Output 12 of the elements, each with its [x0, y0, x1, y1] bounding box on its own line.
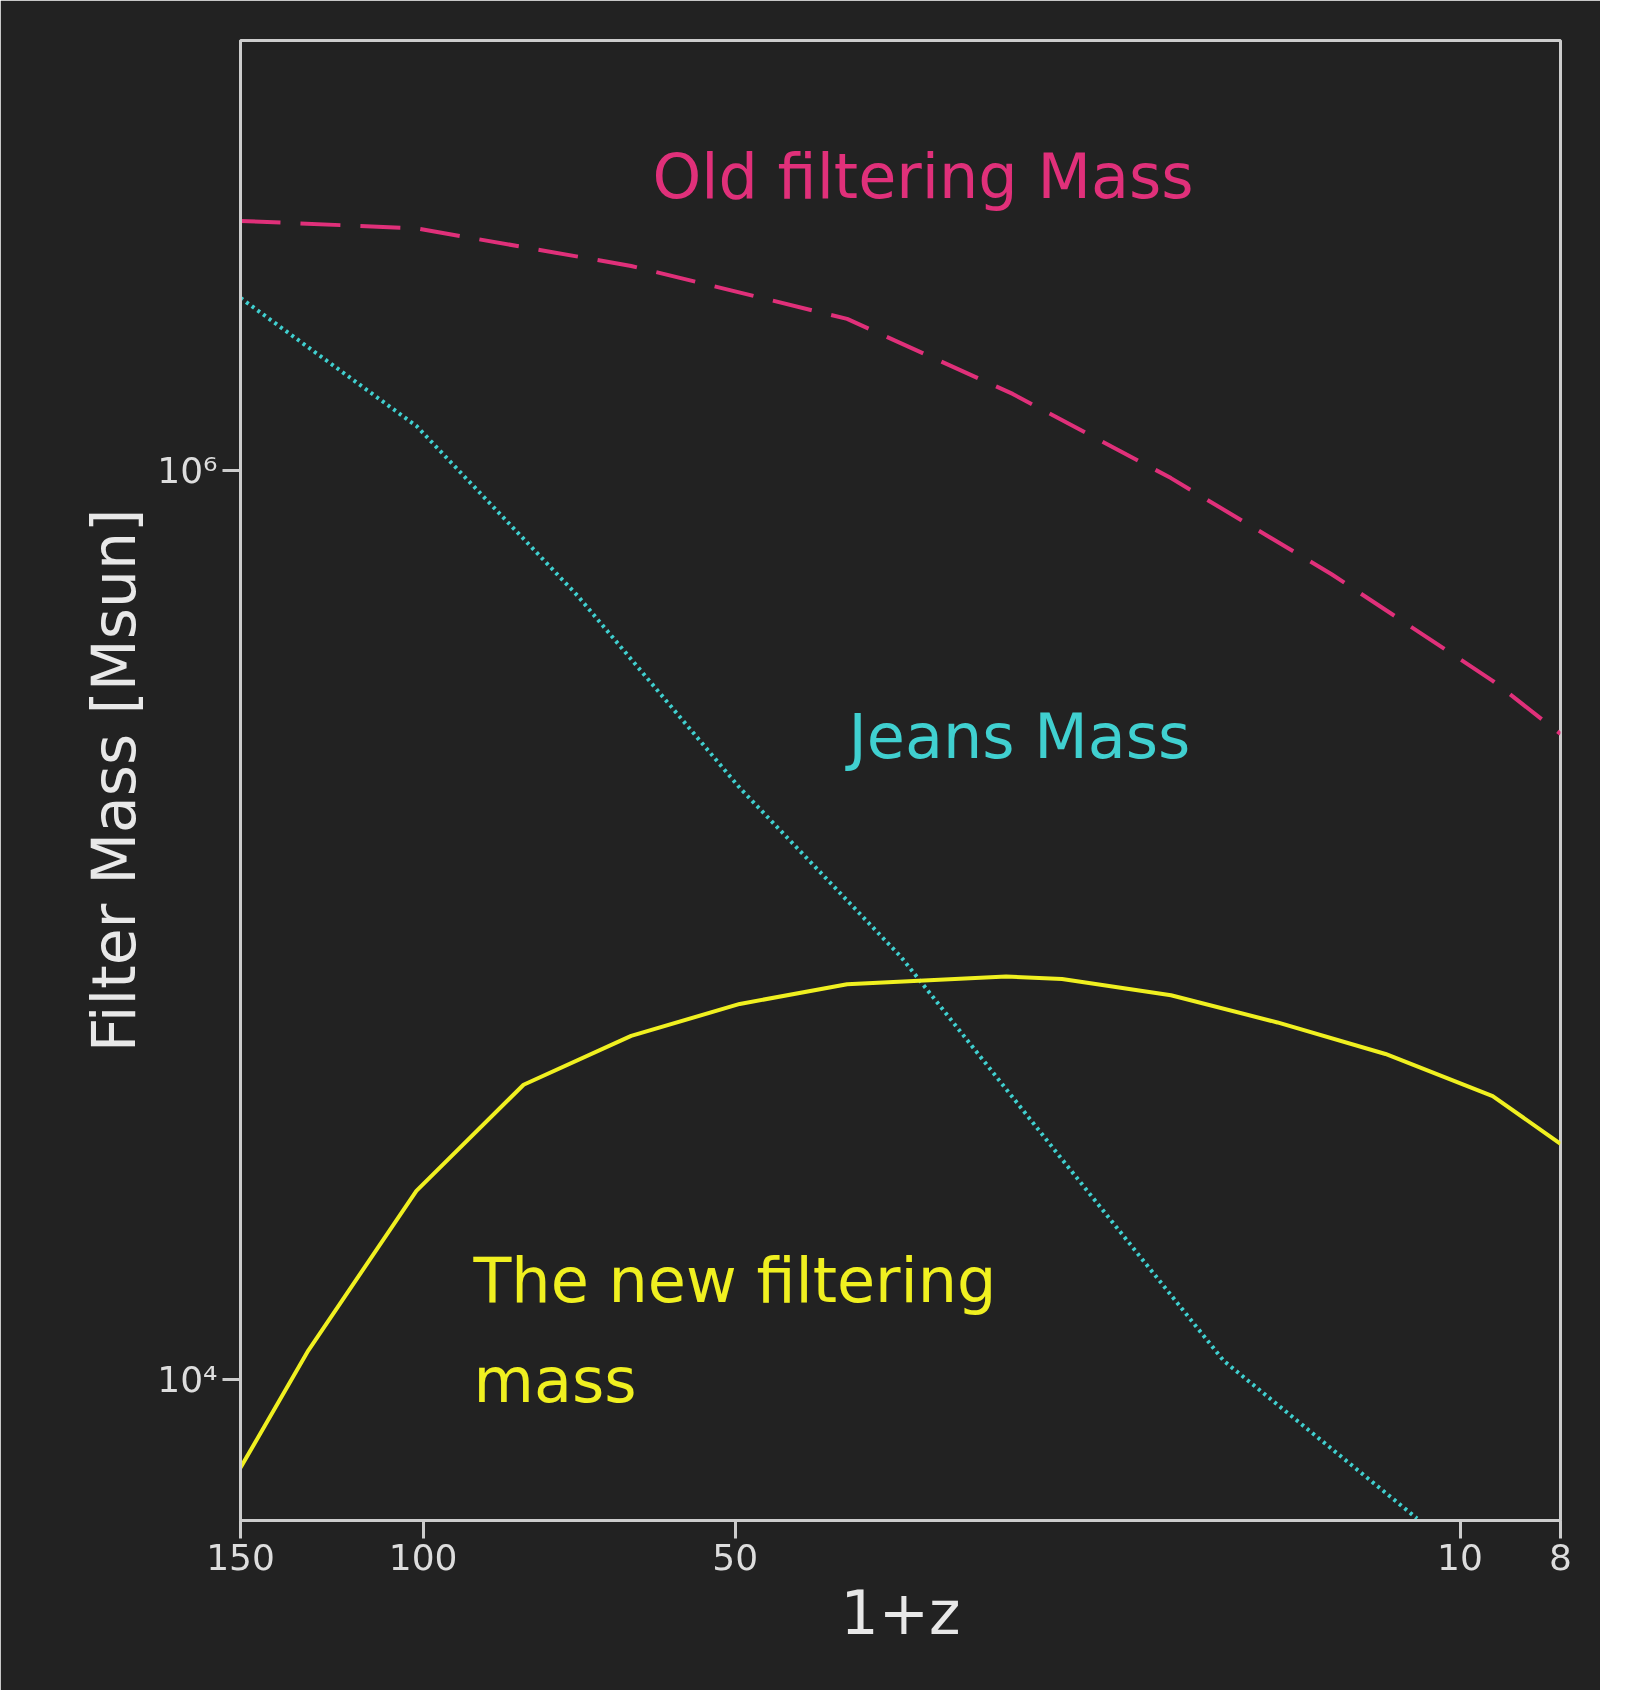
annotation: Jeans Mass [844, 699, 1191, 773]
x-tick-label: 10 [1437, 1536, 1483, 1578]
x-tick-label: 8 [1549, 1536, 1572, 1578]
annotation: Old filtering Mass [652, 139, 1194, 213]
y-axis-title: Filter Mass [Msun] [79, 508, 150, 1053]
x-tick-label: 100 [388, 1536, 458, 1578]
annotation: The new filtering mass [472, 1243, 997, 1417]
x-tick-label: 50 [712, 1536, 759, 1578]
x-axis-title: 1+z [840, 1577, 961, 1648]
x-tick-label: 150 [206, 1536, 275, 1578]
y-tick-label: 10⁶ [157, 449, 218, 491]
y-tick-label: 10⁴ [157, 1359, 218, 1401]
